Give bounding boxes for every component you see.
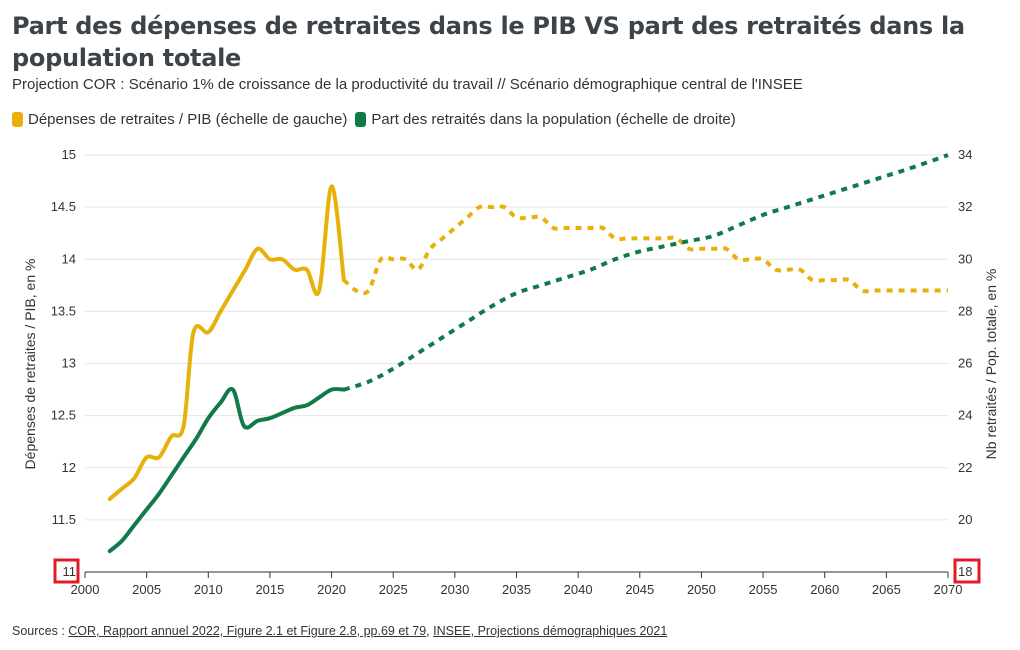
tick-highlight-box xyxy=(953,558,981,584)
y-right-tick-label: 24 xyxy=(958,408,972,423)
x-tick-label: 2015 xyxy=(255,582,284,597)
x-tick-label: 2055 xyxy=(749,582,778,597)
x-tick-label: 2050 xyxy=(687,582,716,597)
y-right-tick-label: 30 xyxy=(958,251,972,266)
y-right-tick-label: 26 xyxy=(958,356,972,371)
series-line-retraites-observed xyxy=(107,386,346,554)
x-tick-label: 2030 xyxy=(440,582,469,597)
y-left-tick-label: 14 xyxy=(62,251,76,266)
y-left-tick-label: 14.5 xyxy=(51,199,76,214)
series-line-retraites-projection xyxy=(343,153,949,392)
y-left-tick-label: 12 xyxy=(62,460,76,475)
source-separator: , xyxy=(426,624,434,638)
y-left-tick-label: 11 xyxy=(63,564,77,579)
chart-subtitle: Projection COR : Scénario 1% de croissan… xyxy=(12,76,803,93)
y-left-tick-label: 11.5 xyxy=(52,512,76,527)
y-right-tick-label: 22 xyxy=(958,460,972,475)
legend-swatch-retraites xyxy=(355,112,367,127)
x-tick-label: 2025 xyxy=(379,582,408,597)
y-right-tick-label: 34 xyxy=(958,147,972,162)
x-tick-label: 2010 xyxy=(194,582,223,597)
y-axis-left: 11 11.5 12 12.5 13 13.5 14 14.5 15 xyxy=(51,147,80,584)
source-link-cor[interactable]: COR, Rapport annuel 2022, Figure 2.1 et … xyxy=(68,624,427,638)
y-right-tick-label: 28 xyxy=(958,303,972,318)
x-tick-label: 2035 xyxy=(502,582,531,597)
x-tick-label: 2020 xyxy=(317,582,346,597)
x-tick-label: 2045 xyxy=(625,582,654,597)
legend-label-retraites: Part des retraités dans la population (é… xyxy=(371,111,736,128)
y-left-tick-label: 15 xyxy=(62,147,76,162)
y-axis-right: 18 20 22 24 26 28 30 32 34 xyxy=(953,147,981,584)
series-line-depenses-projection xyxy=(342,204,948,296)
x-tick-label: 2060 xyxy=(810,582,839,597)
x-axis: 2000 2005 2010 2015 2020 2025 2030 2035 2040 2045… xyxy=(71,571,963,597)
legend-item-depenses[interactable]: Dépenses de retraites / PIB (échelle de … xyxy=(12,111,347,128)
chart-title: Part des dépenses de retraites dans le P… xyxy=(12,12,965,72)
source-prefix: Sources : xyxy=(12,624,69,638)
y-left-tick-label: 12.5 xyxy=(51,408,76,423)
y-right-tick-label: 20 xyxy=(958,512,972,527)
series-lines xyxy=(107,153,949,554)
source-note: Sources : COR, Rapport annuel 2022, Figu… xyxy=(12,624,667,638)
y-left-tick-label: 13 xyxy=(62,356,76,371)
gridlines xyxy=(85,154,948,521)
source-link-insee[interactable]: INSEE, Projections démographiques 2021 xyxy=(433,624,668,638)
x-tick-label: 2040 xyxy=(564,582,593,597)
x-tick-label: 2070 xyxy=(934,582,963,597)
y-left-tick-label: 13.5 xyxy=(51,303,76,318)
y-axis-right-title: Nb retraités / Pop. totale, en % xyxy=(983,269,999,460)
y-right-tick-label: 18 xyxy=(958,564,972,579)
legend-label-depenses: Dépenses de retraites / PIB (échelle de … xyxy=(28,111,348,128)
x-tick-label: 2065 xyxy=(872,582,901,597)
x-tick-label: 2000 xyxy=(71,582,100,597)
series-line-depenses-observed xyxy=(107,184,346,501)
legend: Dépenses de retraites / PIB (échelle de … xyxy=(12,111,744,128)
y-axis-left-title: Dépenses de retraites / PIB, en % xyxy=(22,259,38,470)
x-tick-label: 2005 xyxy=(132,582,161,597)
tick-highlight-box xyxy=(53,558,80,584)
y-right-tick-label: 32 xyxy=(958,199,972,214)
legend-swatch-depenses xyxy=(12,112,23,127)
legend-item-retraites[interactable]: Part des retraités dans la population (é… xyxy=(355,111,736,128)
